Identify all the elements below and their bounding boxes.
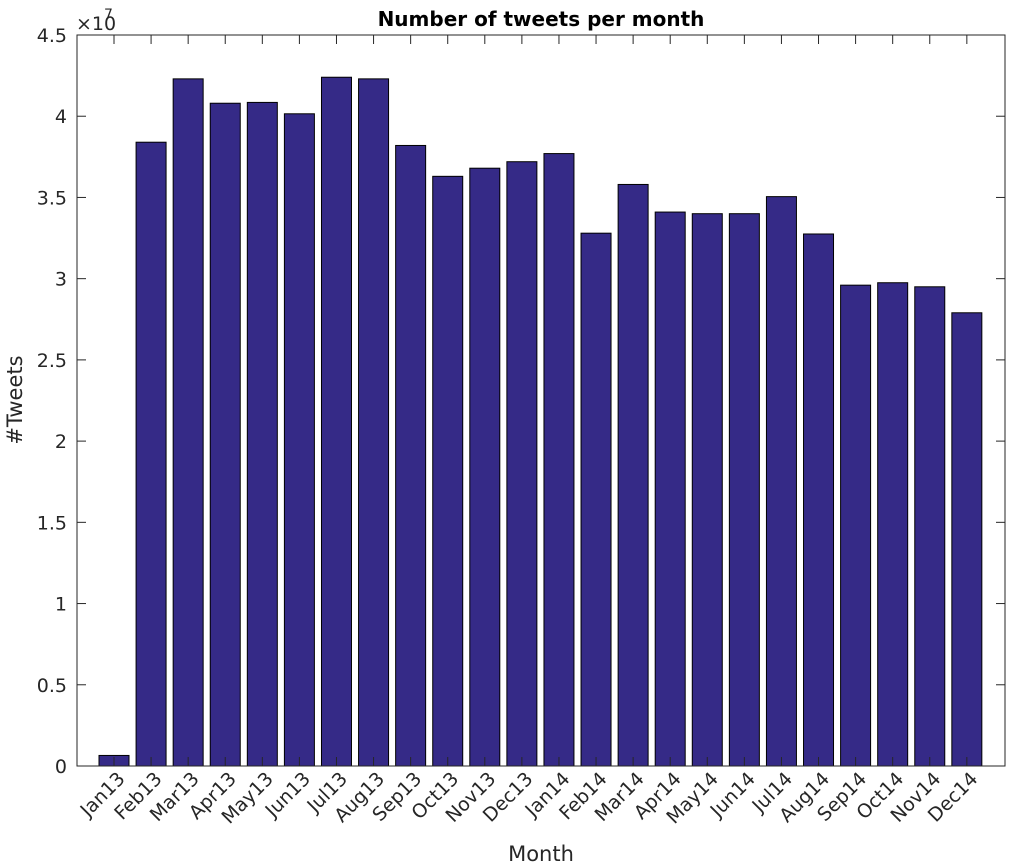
bars-group [98, 76, 983, 767]
x-axis-label: Month [508, 842, 574, 866]
bar-jul13 [320, 76, 352, 767]
bar-feb14 [580, 232, 612, 767]
y-tick-label: 1 [55, 594, 67, 616]
y-tick-label: 4.5 [37, 25, 67, 47]
y-tick-label: 3 [55, 269, 67, 291]
bar-mar14 [617, 183, 649, 767]
bar-jan14 [543, 153, 575, 767]
y-tick-label: 2.5 [37, 350, 67, 372]
bar-sep14 [840, 284, 872, 767]
bar-nov13 [469, 167, 501, 767]
bar-nov14 [914, 286, 946, 767]
bar-may14 [691, 213, 723, 767]
bar-mar13 [172, 78, 204, 767]
y-axis-label: #Tweets [3, 355, 27, 444]
y-exponent-label: ×10 [76, 13, 116, 35]
bar-dec13 [506, 161, 538, 767]
y-tick-label: 2 [55, 431, 67, 453]
y-tick-label: 0.5 [37, 675, 67, 697]
bar-oct13 [432, 175, 464, 767]
bar-aug14 [803, 233, 835, 767]
chart-title: Number of tweets per month [378, 7, 705, 31]
plot-frame [76, 34, 1006, 767]
bar-jun14 [728, 213, 760, 767]
bar-sep13 [395, 144, 427, 767]
y-tick-label: 0 [55, 756, 67, 778]
bar-apr14 [654, 211, 686, 767]
y-tick-label: 3.5 [37, 187, 67, 209]
y-exponent-power: 7 [104, 7, 113, 23]
bar-may13 [246, 101, 278, 767]
bar-apr13 [209, 102, 241, 767]
bar-jun13 [283, 113, 315, 767]
bar-oct14 [877, 282, 909, 767]
bar-jul14 [765, 196, 797, 767]
bar-aug13 [358, 78, 390, 767]
y-tick-label: 1.5 [37, 512, 67, 534]
y-tick-label: 4 [55, 106, 67, 128]
bar-feb13 [135, 141, 167, 767]
bar-dec14 [951, 312, 983, 767]
y-axis-ticks: 0 0.5 1 1.5 2 2.5 3 3.5 4 4.5 [37, 25, 1005, 778]
